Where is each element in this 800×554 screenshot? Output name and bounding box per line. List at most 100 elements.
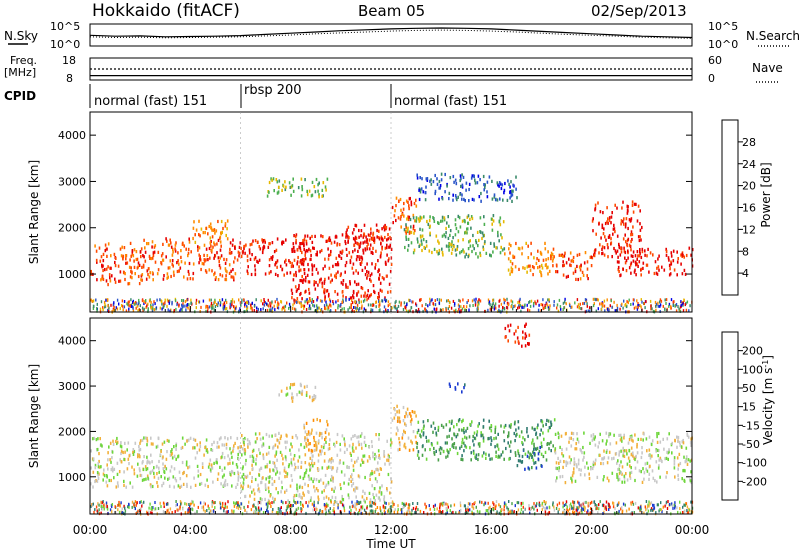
range-cell <box>398 416 401 420</box>
range-cell <box>615 452 618 456</box>
range-cell <box>275 472 277 476</box>
range-cell <box>123 457 125 461</box>
range-cell <box>378 309 380 312</box>
range-cell <box>656 272 659 276</box>
range-cell <box>95 258 98 262</box>
range-cell <box>394 301 396 305</box>
range-cell <box>329 438 331 442</box>
range-cell <box>524 324 526 328</box>
range-cell <box>661 265 663 269</box>
range-cell <box>405 237 408 241</box>
range-cell <box>509 251 511 255</box>
range-cell <box>354 300 356 304</box>
range-cell <box>458 511 460 515</box>
range-cell <box>107 458 109 462</box>
range-cell <box>188 240 191 244</box>
range-cell <box>256 306 258 310</box>
range-cell <box>136 266 139 270</box>
range-cell <box>471 503 474 506</box>
range-cell <box>166 276 168 280</box>
range-cell <box>493 502 495 506</box>
range-cell <box>311 240 314 244</box>
range-cell <box>293 454 296 458</box>
range-cell <box>316 306 319 310</box>
range-cell <box>350 475 352 479</box>
range-cell <box>386 439 388 443</box>
range-cell <box>378 299 380 303</box>
range-cell <box>370 509 373 513</box>
range-cell <box>289 448 291 452</box>
range-cell <box>656 435 658 439</box>
range-cell <box>642 261 645 265</box>
range-cell <box>109 508 112 512</box>
range-cell <box>433 452 436 456</box>
range-cell <box>487 437 489 441</box>
range-cell <box>494 430 496 434</box>
range-cell <box>636 460 639 464</box>
range-cell <box>349 259 352 263</box>
range-cell <box>263 300 265 304</box>
range-cell <box>180 484 183 488</box>
range-cell <box>317 468 320 472</box>
range-cell <box>608 216 611 220</box>
range-cell <box>231 243 234 247</box>
range-cell <box>405 235 407 239</box>
range-cell <box>231 484 233 488</box>
range-cell <box>321 281 323 285</box>
range-cell <box>632 210 635 214</box>
range-cell <box>98 452 100 456</box>
range-cell <box>586 267 589 271</box>
range-cell <box>268 476 271 480</box>
range-cell <box>363 454 366 458</box>
range-cell <box>507 339 509 343</box>
range-cell <box>414 229 416 233</box>
range-cell <box>346 447 348 452</box>
range-cell <box>383 450 385 454</box>
range-cell <box>409 299 411 303</box>
range-cell <box>200 227 203 231</box>
range-cell <box>103 305 106 309</box>
range-cell <box>308 462 310 466</box>
range-cell <box>135 503 137 507</box>
range-cell <box>355 446 357 450</box>
range-cell <box>608 218 611 223</box>
range-cell <box>627 205 629 209</box>
noise-panel: N.Sky 10^5 10^0 10^5 10^0 N.Search <box>4 20 800 51</box>
range-cell <box>533 442 535 446</box>
range-cell <box>448 305 451 308</box>
range-cell <box>540 273 543 277</box>
range-cell <box>449 229 452 233</box>
range-cell <box>577 458 580 462</box>
freq-tick-top: 18 <box>62 54 76 67</box>
range-cell <box>545 258 547 262</box>
range-cell <box>289 386 291 390</box>
range-cell <box>438 197 440 201</box>
range-cell <box>667 256 670 260</box>
range-cell <box>628 507 630 511</box>
range-cell <box>387 458 390 463</box>
range-cell <box>182 471 184 476</box>
range-cell <box>510 194 512 198</box>
range-cell <box>370 308 372 312</box>
range-cell <box>95 298 97 302</box>
range-cell <box>589 441 591 445</box>
range-cell <box>324 507 327 511</box>
range-cell <box>614 230 616 234</box>
range-cell <box>638 303 640 307</box>
range-cell <box>143 255 145 259</box>
range-cell <box>590 255 593 259</box>
range-cell <box>381 237 384 241</box>
range-cell <box>545 458 548 462</box>
range-cell <box>253 257 256 261</box>
range-cell <box>445 423 448 427</box>
range-cell <box>402 308 405 311</box>
range-cell <box>208 462 211 466</box>
range-cell <box>383 495 386 499</box>
range-cell <box>330 460 332 464</box>
range-cell <box>115 485 118 489</box>
range-cell <box>367 303 370 307</box>
range-cell <box>360 260 363 264</box>
range-cell <box>165 457 168 461</box>
range-cell <box>643 477 645 481</box>
range-cell <box>447 307 449 311</box>
